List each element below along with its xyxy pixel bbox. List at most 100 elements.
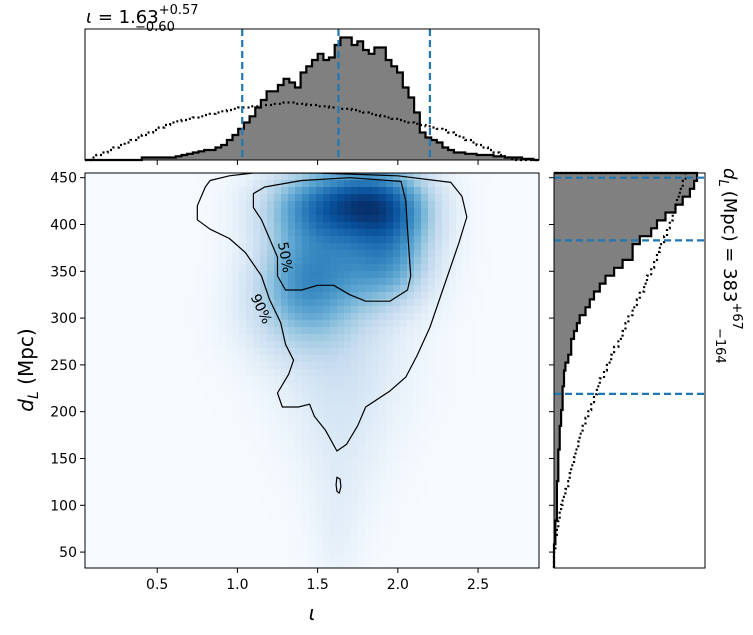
heatmap-cell	[323, 453, 331, 461]
heatmap-cell	[428, 530, 436, 538]
heatmap-cell	[330, 397, 338, 405]
heatmap-cell	[148, 264, 156, 272]
heatmap-cell	[267, 460, 275, 468]
heatmap-cell	[358, 180, 366, 188]
heatmap-cell	[197, 404, 205, 412]
heatmap-cell	[512, 495, 520, 503]
heatmap-cell	[274, 383, 282, 391]
heatmap-cell	[526, 523, 534, 531]
heatmap-cell	[400, 509, 408, 517]
heatmap-cell	[155, 243, 163, 251]
heatmap-cell	[330, 502, 338, 510]
heatmap-cell	[267, 180, 275, 188]
heatmap-cell	[456, 467, 464, 475]
heatmap-cell	[141, 565, 149, 568]
heatmap-cell	[526, 173, 534, 181]
heatmap-cell	[407, 544, 415, 552]
heatmap-cell	[99, 418, 107, 426]
heatmap-cell	[316, 544, 324, 552]
heatmap-cell	[204, 467, 212, 475]
heatmap-cell	[232, 390, 240, 398]
heatmap-cell	[365, 348, 373, 356]
heatmap-cell	[211, 306, 219, 314]
heatmap-cell	[428, 544, 436, 552]
heatmap-cell	[519, 208, 527, 216]
heatmap-cell	[183, 222, 191, 230]
heatmap-cell	[463, 390, 471, 398]
heatmap-cell	[533, 264, 539, 272]
heatmap-cell	[330, 544, 338, 552]
heatmap-cell	[470, 173, 478, 181]
heatmap-cell	[309, 467, 317, 475]
heatmap-cell	[211, 474, 219, 482]
heatmap-cell	[323, 397, 331, 405]
heatmap-cell	[190, 453, 198, 461]
heatmap-cell	[372, 383, 380, 391]
heatmap-cell	[358, 467, 366, 475]
heatmap-cell	[225, 495, 233, 503]
heatmap-cell	[162, 530, 170, 538]
top-prior-line	[85, 101, 539, 162]
heatmap-cell	[218, 397, 226, 405]
heatmap-cell	[295, 355, 303, 363]
heatmap-cell	[218, 383, 226, 391]
heatmap-cell	[176, 530, 184, 538]
heatmap-cell	[232, 271, 240, 279]
heatmap-cell	[169, 348, 177, 356]
heatmap-cell	[218, 173, 226, 181]
heatmap-cell	[323, 194, 331, 202]
heatmap-cell	[113, 173, 121, 181]
heatmap-cell	[281, 236, 289, 244]
heatmap-cell	[190, 306, 198, 314]
heatmap-cell	[92, 278, 100, 286]
heatmap-cell	[183, 264, 191, 272]
heatmap-cell	[344, 348, 352, 356]
heatmap-cell	[519, 236, 527, 244]
heatmap-cell	[162, 446, 170, 454]
heatmap-cell	[148, 411, 156, 419]
heatmap-cell	[316, 334, 324, 342]
heatmap-cell	[281, 278, 289, 286]
heatmap-cell	[316, 194, 324, 202]
heatmap-cell	[288, 313, 296, 321]
heatmap-cell	[498, 334, 506, 342]
heatmap-cell	[372, 446, 380, 454]
heatmap-cell	[106, 229, 114, 237]
heatmap-cell	[85, 537, 93, 545]
right-title-text: (Mpc) = 383	[719, 191, 740, 303]
heatmap-cell	[211, 292, 219, 300]
heatmap-cell	[302, 502, 310, 510]
heatmap-cell	[351, 299, 359, 307]
heatmap-cell	[330, 320, 338, 328]
heatmap-cell	[274, 530, 282, 538]
heatmap-cell	[428, 236, 436, 244]
heatmap-cell	[421, 208, 429, 216]
heatmap-cell	[421, 243, 429, 251]
heatmap-cell	[309, 432, 317, 440]
heatmap-cell	[127, 187, 135, 195]
heatmap-cell	[127, 502, 135, 510]
heatmap-cell	[330, 292, 338, 300]
heatmap-cell	[155, 222, 163, 230]
heatmap-cell	[498, 439, 506, 447]
heatmap-cell	[92, 509, 100, 517]
heatmap-cell	[519, 313, 527, 321]
heatmap-cell	[512, 229, 520, 237]
heatmap-cell	[232, 453, 240, 461]
heatmap-cell	[526, 404, 534, 412]
heatmap-cell	[407, 208, 415, 216]
heatmap-cell	[400, 257, 408, 265]
heatmap-cell	[99, 453, 107, 461]
heatmap-cell	[197, 565, 205, 568]
heatmap-cell	[498, 362, 506, 370]
heatmap-cell	[183, 369, 191, 377]
heatmap-cell	[477, 348, 485, 356]
heatmap-cell	[316, 341, 324, 349]
heatmap-cell	[449, 355, 457, 363]
heatmap-cell	[211, 278, 219, 286]
heatmap-cell	[211, 327, 219, 335]
heatmap-cell	[141, 292, 149, 300]
heatmap-cell	[211, 397, 219, 405]
heatmap-cell	[477, 320, 485, 328]
heatmap-cell	[442, 222, 450, 230]
